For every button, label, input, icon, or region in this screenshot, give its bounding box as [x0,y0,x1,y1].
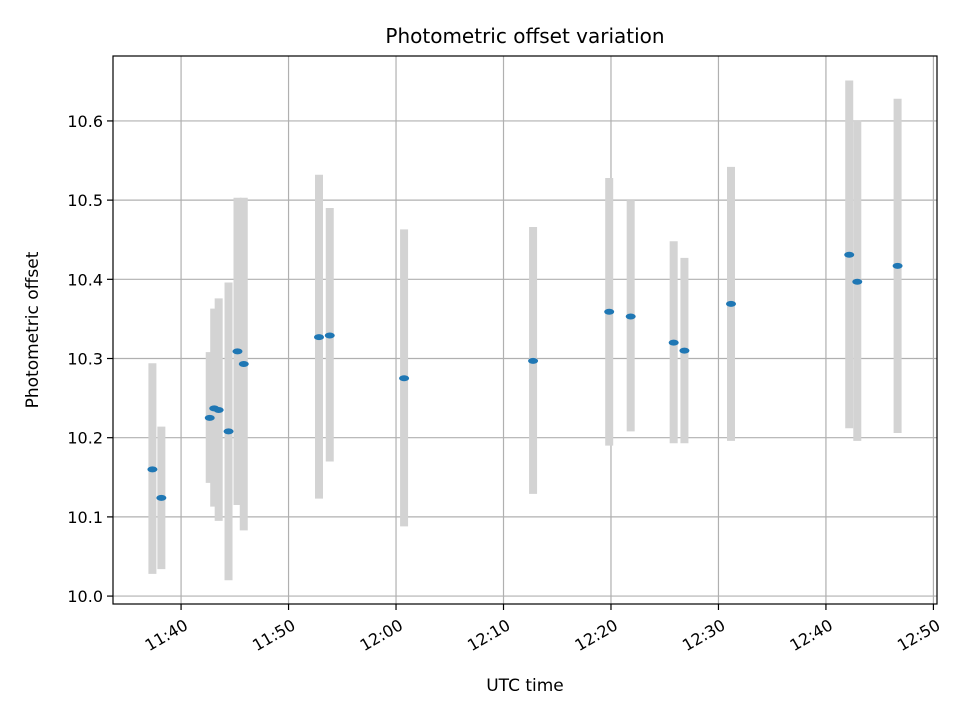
data-point [232,348,243,355]
y-tick-label: 10.3 [67,350,103,369]
x-tick-label: 12:30 [679,615,728,655]
y-axis-title: Photometric offset [23,251,43,408]
data-point [223,428,234,435]
x-axis-ticks: 11:40 11:50 12:00 12:10 12:20 12:30 12:40 12:50 [142,604,943,655]
x-tick-label: 11:40 [142,615,191,655]
y-axis-ticks: 10.0 10.1 10.2 10.3 10.4 10.5 10.6 [67,112,113,606]
data-point [314,334,324,341]
data-point [399,375,410,382]
x-tick-label: 12:00 [357,615,406,655]
x-axis-title: UTC time [486,676,564,696]
y-tick-label: 10.0 [67,587,103,606]
data-point [679,347,690,354]
plot-frame [112,55,938,605]
data-point [625,313,636,320]
data-point [147,466,158,473]
data-point [726,300,736,307]
x-tick-label: 12:10 [464,615,513,655]
y-tick-label: 10.1 [67,508,103,527]
data-point [528,357,539,364]
data-point [238,361,249,368]
error-bars [148,80,902,581]
data-point [844,251,855,258]
data-point [892,262,903,269]
data-points [147,251,903,501]
data-point [204,414,215,421]
x-tick-label: 12:40 [787,615,836,655]
y-tick-label: 10.6 [67,112,103,131]
x-tick-label: 11:50 [249,615,298,655]
y-tick-label: 10.2 [67,429,103,448]
data-point [852,278,863,285]
data-point [324,332,335,339]
data-point [213,406,224,413]
data-point [156,494,167,501]
x-tick-label: 12:20 [572,615,621,655]
chart-title: Photometric offset variation [385,24,664,48]
y-tick-label: 10.5 [67,191,103,210]
data-point [604,308,615,315]
data-point [668,339,679,346]
y-tick-label: 10.4 [67,270,103,289]
x-tick-label: 12:50 [894,615,943,655]
